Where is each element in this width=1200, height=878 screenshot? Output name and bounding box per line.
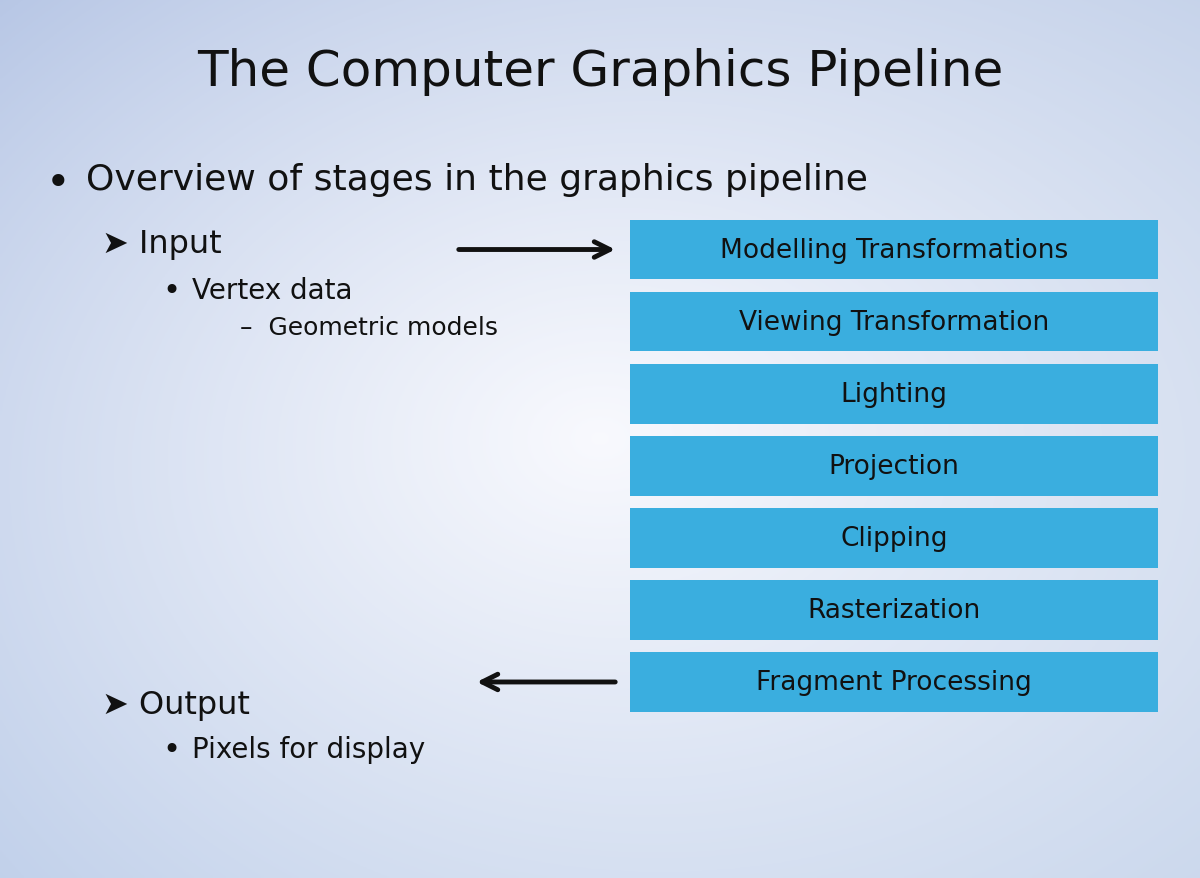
FancyBboxPatch shape bbox=[630, 364, 1158, 424]
Text: Fragment Processing: Fragment Processing bbox=[756, 669, 1032, 695]
FancyBboxPatch shape bbox=[630, 436, 1158, 496]
FancyBboxPatch shape bbox=[630, 652, 1158, 712]
Text: Projection: Projection bbox=[828, 453, 960, 479]
FancyBboxPatch shape bbox=[630, 220, 1158, 280]
Text: Pixels for display: Pixels for display bbox=[192, 735, 425, 763]
Text: Lighting: Lighting bbox=[840, 381, 948, 407]
Text: The Computer Graphics Pipeline: The Computer Graphics Pipeline bbox=[197, 48, 1003, 97]
Text: Vertex data: Vertex data bbox=[192, 277, 353, 305]
FancyBboxPatch shape bbox=[630, 508, 1158, 568]
Text: •: • bbox=[46, 162, 71, 205]
FancyBboxPatch shape bbox=[630, 292, 1158, 352]
Text: ➤ Input: ➤ Input bbox=[102, 228, 222, 259]
Text: –  Geometric models: – Geometric models bbox=[240, 316, 498, 340]
Text: Viewing Transformation: Viewing Transformation bbox=[739, 309, 1049, 335]
Text: •: • bbox=[162, 277, 180, 306]
FancyBboxPatch shape bbox=[630, 580, 1158, 640]
Text: Clipping: Clipping bbox=[840, 525, 948, 551]
Text: •: • bbox=[162, 735, 180, 764]
Text: Modelling Transformations: Modelling Transformations bbox=[720, 237, 1068, 263]
Text: Overview of stages in the graphics pipeline: Overview of stages in the graphics pipel… bbox=[86, 162, 869, 197]
Text: ➤ Output: ➤ Output bbox=[102, 689, 250, 720]
Text: Rasterization: Rasterization bbox=[808, 597, 980, 623]
